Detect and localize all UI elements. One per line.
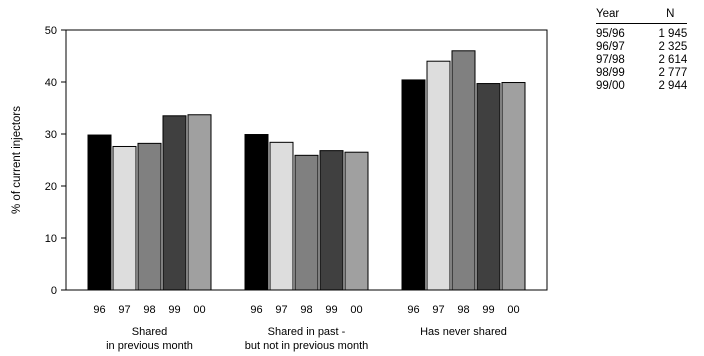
bar (426, 60, 451, 291)
x-tick-label: 00 (507, 304, 519, 316)
table-row: 97/98 2 614 (596, 54, 687, 67)
year-cell: 99/00 (596, 80, 625, 92)
group-label: Has never shared (420, 326, 507, 338)
x-tick-label: 96 (250, 304, 262, 316)
x-tick-label: 96 (93, 304, 105, 316)
x-tick-label: 97 (118, 304, 130, 316)
year-cell: 96/97 (596, 41, 625, 53)
x-tick-label: 99 (325, 304, 337, 316)
y-tick-label: 0 (51, 285, 57, 297)
x-tick-label: 99 (168, 304, 180, 316)
x-axis-labels: 96 97 98 99 00 Shared in previous month 96 97 98 9… (93, 304, 519, 352)
y-axis-label: % of current injectors (11, 106, 23, 214)
n-cell: 2 777 (658, 67, 688, 79)
table-row: 99/00 2 944 (596, 80, 687, 93)
year-cell: 95/96 (596, 28, 625, 40)
x-tick-label: 98 (143, 304, 155, 316)
n-cell: 2 325 (658, 41, 688, 53)
year-header: Year (596, 8, 654, 24)
bar (344, 151, 369, 291)
n-header: N (653, 8, 688, 24)
group-label: Shared in past - (268, 326, 346, 338)
group-label: in previous month (106, 340, 193, 352)
y-tick-label: 20 (45, 181, 57, 193)
bar (501, 82, 526, 291)
bar (87, 134, 112, 291)
bar (187, 114, 212, 291)
bar (451, 50, 476, 291)
x-tick-label: 96 (407, 304, 419, 316)
bar (162, 115, 187, 291)
bar (244, 134, 269, 291)
x-tick-label: 00 (193, 304, 205, 316)
x-tick-label: 97 (275, 304, 287, 316)
x-tick-label: 98 (457, 304, 469, 316)
sample-size-table: Year N 95/96 1 945 96/97 2 325 97/98 2 6… (596, 8, 688, 93)
bar (319, 150, 344, 291)
x-tick-label: 00 (350, 304, 362, 316)
n-cell: 1 945 (658, 28, 688, 40)
bar (401, 79, 426, 291)
bar (112, 145, 137, 291)
group-label: Shared (132, 326, 167, 338)
y-tick-label: 10 (45, 233, 57, 245)
bars (87, 50, 526, 291)
y-tick-label: 40 (45, 77, 57, 89)
y-tick-label: 30 (45, 129, 57, 141)
table-row: 98/99 2 777 (596, 67, 687, 80)
y-axis: 0 10 20 30 40 50 (45, 25, 66, 297)
table-row: 95/96 1 945 (596, 24, 687, 42)
table-row: 96/97 2 325 (596, 41, 687, 54)
year-cell: 98/99 (596, 67, 625, 79)
bar (294, 154, 319, 291)
bar (476, 83, 501, 291)
y-tick-label: 50 (45, 25, 57, 37)
x-tick-label: 97 (432, 304, 444, 316)
bar (269, 141, 294, 291)
x-tick-label: 99 (482, 304, 494, 316)
n-cell: 2 944 (658, 80, 688, 92)
bar (137, 142, 162, 291)
n-cell: 2 614 (658, 54, 688, 66)
group-label: but not in previous month (245, 340, 369, 352)
year-cell: 97/98 (596, 54, 625, 66)
x-tick-label: 98 (300, 304, 312, 316)
